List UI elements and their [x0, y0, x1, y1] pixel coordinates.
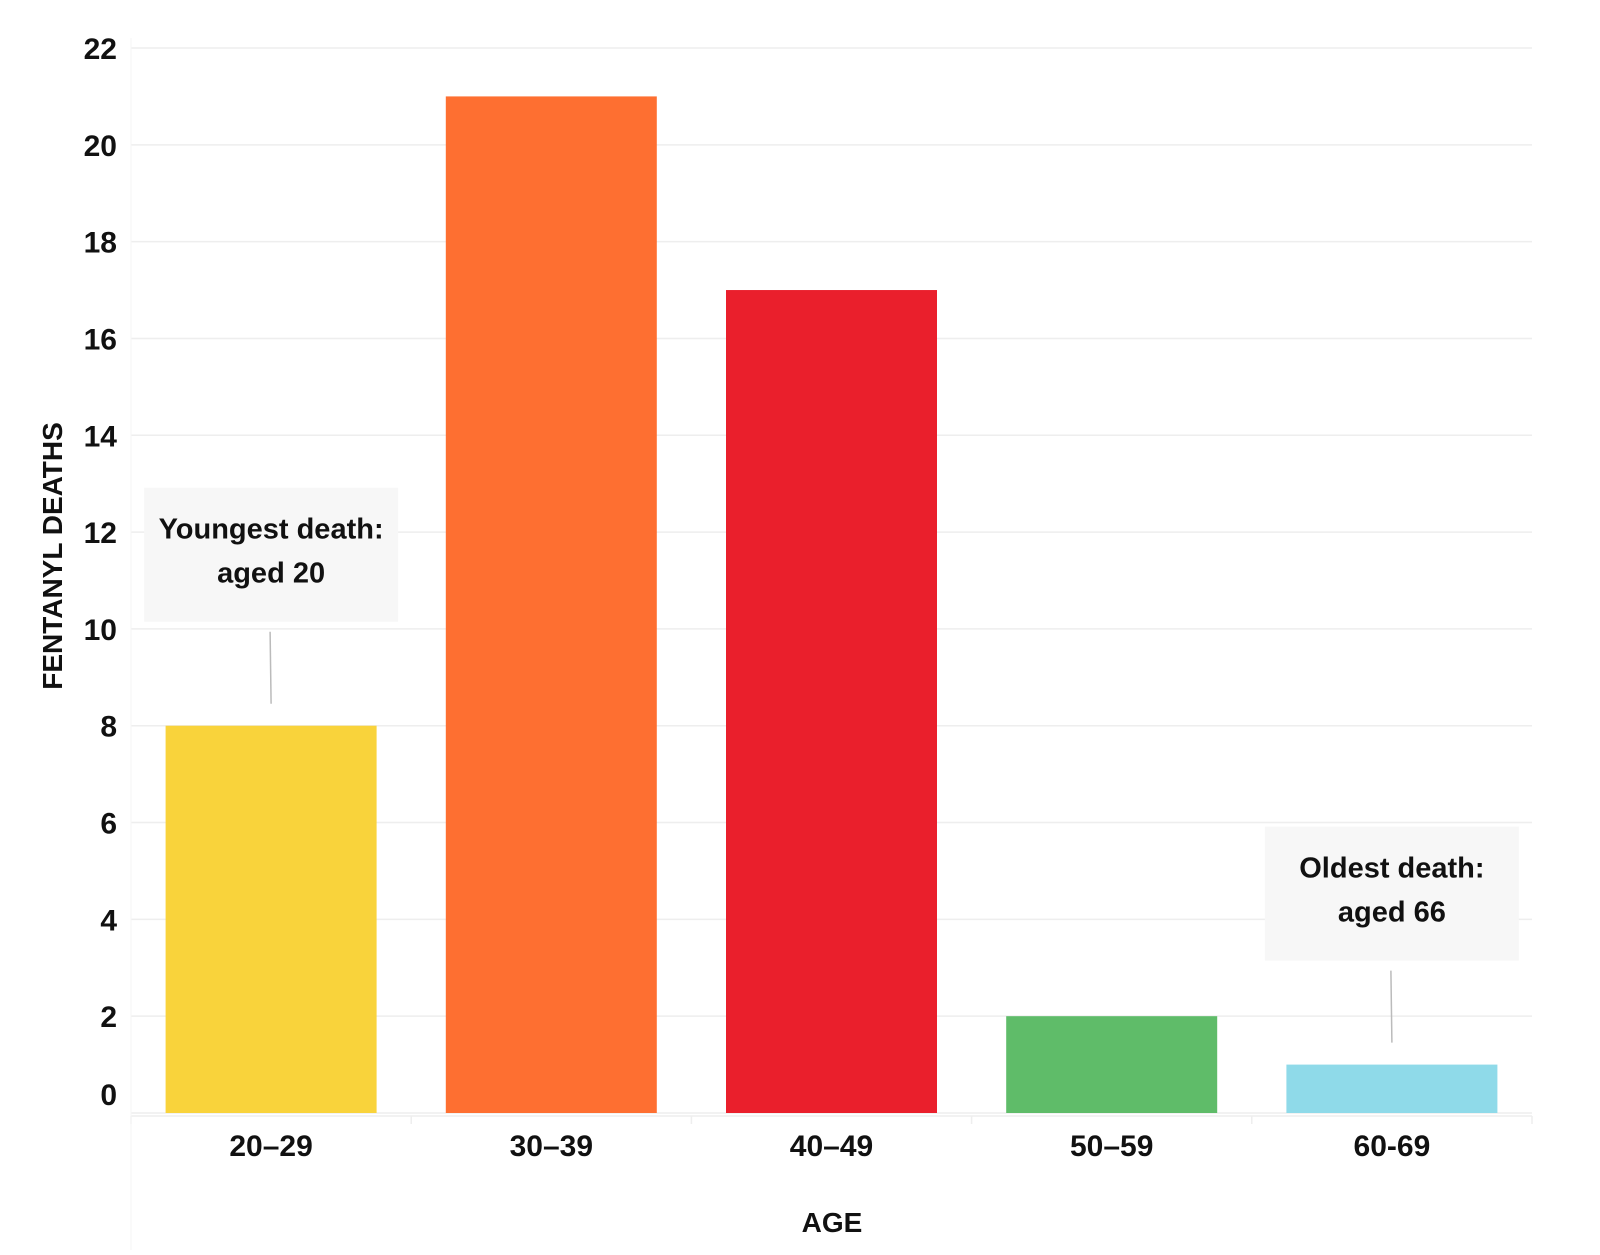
x-tick-label: 20–29 — [229, 1130, 312, 1163]
annotation-box — [1264, 826, 1519, 961]
y-tick-label: 18 — [84, 227, 117, 260]
y-tick-label: 14 — [84, 420, 118, 453]
annotation: Youngest death: aged 20 — [144, 487, 399, 704]
annotation-box — [144, 487, 399, 622]
bar-50–59 — [1006, 1016, 1218, 1113]
y-axis-title: FENTANYL DEATHS — [37, 422, 68, 690]
bar-layer — [165, 96, 1498, 1114]
x-axis-ticks: 20–29 30–39 40–49 50–59 60-69 — [229, 1130, 1430, 1163]
bar-30–39 — [445, 96, 657, 1114]
x-tick-label: 30–39 — [510, 1130, 593, 1163]
annotation-leader — [1390, 970, 1393, 1043]
y-tick-label: 22 — [84, 33, 117, 66]
annotation-layer: Youngest death: aged 20 Oldest death: aged … — [144, 487, 1519, 1043]
y-axis-ticks: 0 2 4 6 8 10 12 14 16 18 20 22 — [84, 33, 118, 1112]
x-axis-title: AGE — [802, 1207, 863, 1238]
y-tick-label: 6 — [100, 808, 117, 841]
annotation: Oldest death: aged 66 — [1264, 826, 1519, 1043]
x-tick-label: 40–49 — [790, 1130, 873, 1163]
annotation-text: aged 66 — [1338, 897, 1446, 929]
annotation-text: aged 20 — [217, 558, 325, 590]
x-tick-label: 60-69 — [1354, 1130, 1431, 1163]
annotation-text: Oldest death: — [1299, 853, 1484, 885]
y-tick-label: 10 — [84, 614, 117, 647]
y-tick-label: 16 — [84, 323, 117, 356]
y-tick-label: 12 — [84, 517, 117, 550]
y-tick-label: 2 — [100, 1001, 117, 1034]
y-tick-label: 20 — [84, 130, 117, 163]
x-tick-label: 50–59 — [1070, 1130, 1153, 1163]
bar-20–29 — [165, 725, 377, 1113]
bar-60-69 — [1286, 1064, 1498, 1113]
y-tick-label: 8 — [100, 711, 117, 744]
y-tick-label: 4 — [100, 904, 117, 937]
bar-40–49 — [726, 290, 937, 1114]
annotation-leader — [269, 631, 272, 704]
y-tick-label: 0 — [100, 1079, 117, 1112]
annotation-text: Youngest death: — [159, 514, 384, 546]
